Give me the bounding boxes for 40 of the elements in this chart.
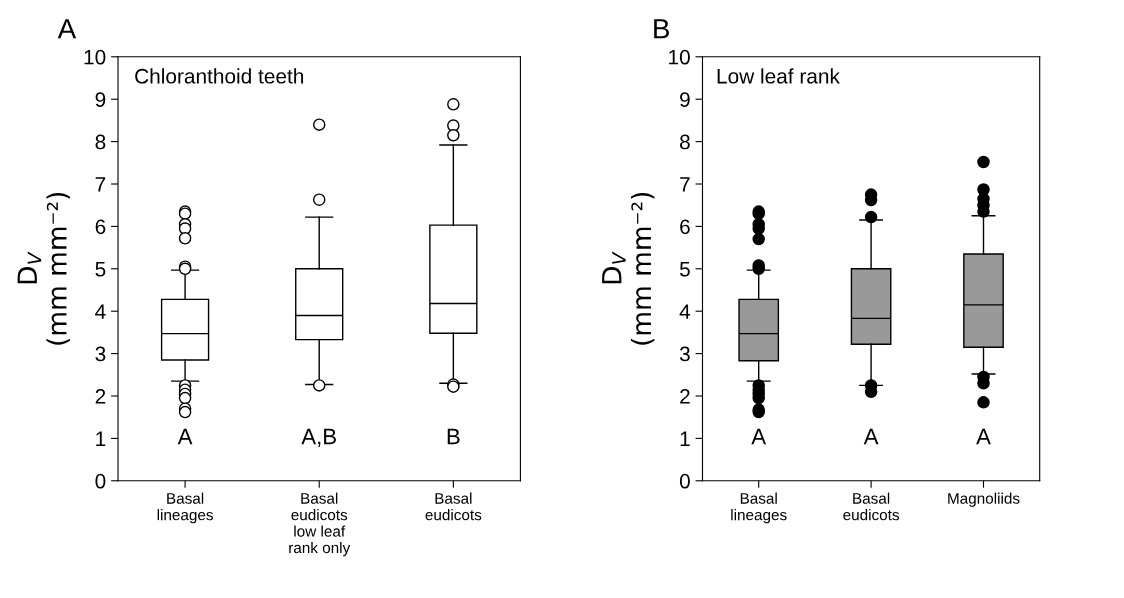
y-tick-label: 3 — [95, 346, 106, 362]
y-tick-label: 4 — [95, 304, 106, 319]
x-tick-label: Magnoliids — [948, 492, 1020, 507]
y-tick-label: 2 — [680, 389, 690, 404]
y-tick-label: 10 — [84, 49, 106, 65]
annotation: A — [177, 428, 193, 445]
y-tick-label: 5 — [95, 262, 106, 277]
y-tick-label: 2 — [95, 389, 106, 404]
annotation: Chloranthoid teeth — [135, 68, 304, 84]
x-tick-label: Basal lineages — [731, 492, 787, 524]
y-tick-label: 6 — [680, 219, 690, 235]
annotation: A,B — [301, 428, 336, 447]
y-tick-label: 6 — [95, 219, 106, 235]
chart-title: B — [654, 19, 669, 39]
x-tick-label: Basal lineages — [157, 492, 213, 524]
annotation: A — [863, 428, 879, 445]
annotation: A — [976, 428, 991, 445]
y-tick-label: 3 — [679, 346, 690, 362]
x-tick-label: Basal eudicots — [425, 492, 482, 521]
y-tick-label: 0 — [95, 473, 106, 489]
y-axis-title: D$_{V}$ (mm mm⁻²) — [602, 192, 655, 345]
y-tick-label: 9 — [95, 92, 106, 107]
annotation: B — [447, 428, 460, 445]
y-tick-label: 9 — [680, 92, 690, 107]
x-tick-label: Basal eudicots low leaf rank only — [289, 492, 351, 557]
y-axis-title: D$_{V}$ (mm mm⁻²) — [17, 192, 70, 345]
y-tick-label: 7 — [95, 177, 106, 192]
annotation: A — [751, 428, 767, 445]
annotation: Low leaf rank — [717, 68, 840, 84]
y-tick-label: 8 — [95, 134, 106, 150]
y-tick-label: 7 — [680, 177, 690, 192]
y-tick-label: 10 — [669, 49, 690, 65]
x-tick-label: Basal eudicots — [843, 492, 899, 521]
y-tick-label: 4 — [679, 304, 691, 319]
y-tick-label: 5 — [679, 262, 690, 277]
y-tick-label: 1 — [680, 431, 690, 446]
chart-title: A — [57, 19, 77, 39]
y-tick-label: 1 — [96, 431, 106, 446]
y-tick-label: 8 — [680, 134, 690, 150]
y-tick-label: 0 — [679, 473, 690, 489]
